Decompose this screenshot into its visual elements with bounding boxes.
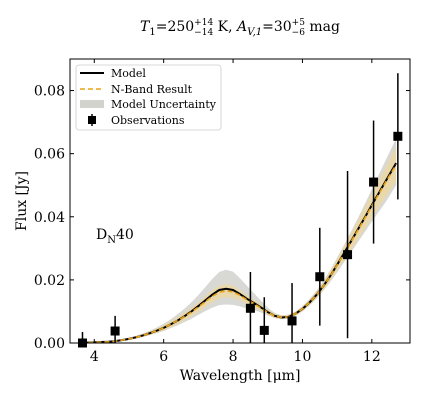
annotation-number: 40 [116,227,134,243]
y-tick-label-1: 0.02 [34,273,65,289]
legend-uncertainty-swatch [80,100,104,108]
y-tick-label-2: 0.04 [34,210,65,226]
x-tick-label-4: 12 [363,349,381,365]
observation-marker-3 [259,325,269,335]
y-tick-label-0: 0.00 [34,336,65,352]
title-a-upper-error: +5 [292,18,306,28]
x-tick-label-3: 10 [294,349,312,365]
observation-marker-4 [287,316,297,326]
observation-marker-7 [369,177,379,187]
observation-marker-6 [343,250,353,260]
title-t-symbol: T [140,19,151,35]
annotation-main: D [96,227,107,243]
legend-observation-marker [88,116,96,124]
annotation-subscript: N [107,235,116,246]
observation-marker-5 [315,272,325,282]
title-t-upper-error: +14 [194,18,213,28]
title-t-lower-error: −14 [194,28,213,38]
title-a-value: =30 [262,19,292,35]
panel-annotation: DN40 [96,227,134,246]
title-t-subscript: 1 [149,27,155,38]
title-a-subscript: V,1 [247,27,262,38]
observation-marker-1 [110,326,120,336]
x-tick-label-2: 8 [229,349,238,365]
nband-result-line [80,164,397,343]
chart-title: T1=250+14 −14 K, AV,1=30+5 −6 mag [140,18,340,38]
x-tick-label-0: 4 [90,349,99,365]
title-t-unit: K, [213,19,237,35]
legend-model-label: Model [111,67,146,80]
x-tick-label-1: 6 [159,349,168,365]
y-tick-label-3: 0.06 [34,147,65,163]
x-axis-label: Wavelength [μm] [180,368,301,384]
title-t-value: =250 [156,19,194,35]
plot-area-frame [69,58,411,344]
observation-marker-2 [245,303,255,313]
y-tick-label-4: 0.08 [34,84,65,100]
legend: Model N-Band Result Model Uncertainty Ob… [75,64,222,131]
title-a-unit: mag [305,19,340,35]
legend-uncertainty-label: Model Uncertainty [111,98,217,111]
legend-observation-label: Observations [111,114,185,127]
title-a-symbol: A [235,19,247,35]
observation-marker-8 [393,131,403,141]
svg-text:T1=250+14−14 K, AV,1=30+5−6 ma: T1=250+14 −14 K, AV,1=30+5 −6 mag [140,18,340,38]
title-a-lower-error: −6 [292,28,306,38]
y-axis-label: Flux [Jy] [14,171,30,231]
legend-box [75,64,222,131]
legend-nband-label: N-Band Result [111,83,193,96]
